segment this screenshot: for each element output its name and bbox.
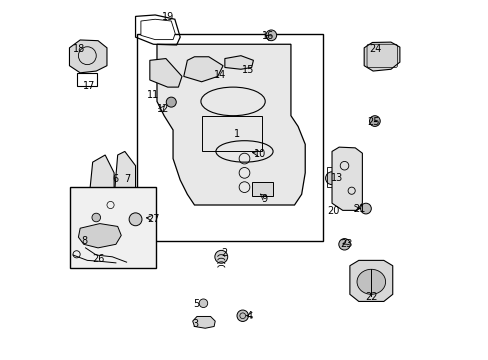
Circle shape	[369, 116, 380, 126]
Circle shape	[338, 239, 349, 250]
Polygon shape	[331, 147, 362, 210]
Text: 7: 7	[124, 174, 130, 184]
Circle shape	[237, 310, 248, 321]
Circle shape	[199, 299, 207, 307]
Polygon shape	[364, 42, 399, 71]
Text: 12: 12	[157, 104, 169, 113]
Circle shape	[214, 250, 227, 263]
Text: 13: 13	[330, 173, 343, 183]
Text: 26: 26	[92, 253, 105, 264]
Bar	[326, 167, 347, 187]
Text: 10: 10	[254, 149, 266, 159]
Text: 14: 14	[214, 70, 226, 80]
Polygon shape	[114, 152, 135, 223]
Text: 24: 24	[368, 44, 381, 54]
Text: 25: 25	[367, 117, 379, 127]
Polygon shape	[149, 59, 182, 87]
Text: 16: 16	[262, 31, 274, 41]
Text: 1: 1	[234, 129, 240, 139]
Text: 22: 22	[365, 292, 377, 302]
Text: 27: 27	[147, 213, 159, 224]
Bar	[137, 33, 323, 241]
Bar	[251, 182, 272, 196]
Circle shape	[92, 213, 101, 222]
Bar	[201, 116, 262, 152]
Text: 2: 2	[221, 248, 227, 257]
Text: 17: 17	[83, 81, 95, 91]
Polygon shape	[89, 155, 114, 223]
Text: 20: 20	[327, 206, 339, 216]
Circle shape	[166, 97, 176, 107]
Text: 4: 4	[246, 311, 252, 321]
Text: 21: 21	[353, 204, 365, 214]
Circle shape	[265, 30, 276, 41]
Circle shape	[129, 213, 142, 226]
Text: 19: 19	[161, 12, 173, 22]
Polygon shape	[224, 56, 253, 69]
Circle shape	[360, 203, 370, 214]
Polygon shape	[78, 224, 121, 248]
Text: 8: 8	[81, 237, 87, 247]
Text: 3: 3	[192, 319, 198, 329]
Ellipse shape	[356, 269, 385, 294]
Polygon shape	[141, 19, 175, 40]
Text: 23: 23	[339, 239, 351, 249]
Text: 9: 9	[261, 194, 267, 204]
Polygon shape	[349, 260, 392, 301]
Polygon shape	[183, 57, 223, 82]
Polygon shape	[192, 316, 215, 328]
Polygon shape	[69, 40, 107, 73]
Text: 11: 11	[147, 90, 159, 100]
Bar	[70, 187, 156, 267]
Text: 5: 5	[193, 299, 199, 309]
Text: 18: 18	[73, 44, 85, 54]
Text: 15: 15	[242, 65, 254, 75]
Text: 6: 6	[112, 174, 118, 184]
Circle shape	[325, 172, 338, 185]
Circle shape	[80, 230, 89, 240]
Bar	[77, 73, 97, 86]
Polygon shape	[157, 44, 305, 205]
